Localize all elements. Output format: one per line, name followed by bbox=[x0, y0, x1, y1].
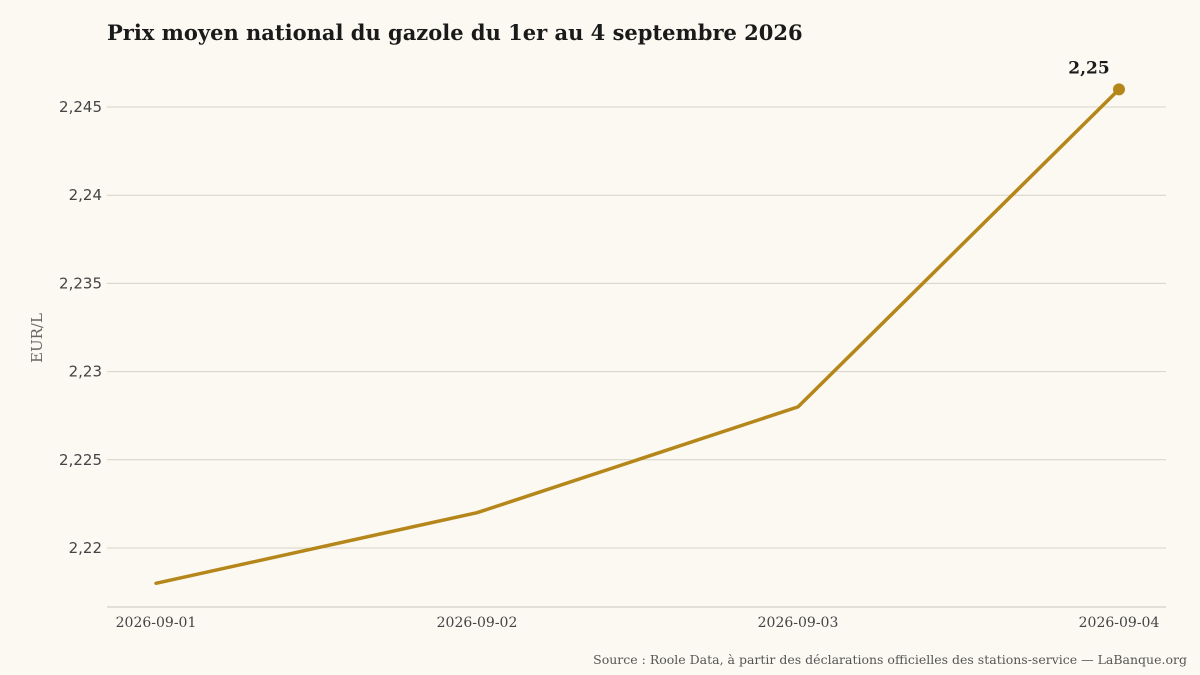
x-tick-label: 2026-09-02 bbox=[437, 615, 518, 631]
x-tick-label: 2026-09-04 bbox=[1079, 615, 1160, 631]
y-tick-label: 2,245 bbox=[59, 98, 102, 116]
source-note: Source : Roole Data, à partir des déclar… bbox=[593, 652, 1187, 667]
y-axis-label: EUR/L bbox=[28, 313, 46, 363]
x-tick-label: 2026-09-01 bbox=[116, 615, 197, 631]
gridlines bbox=[107, 106, 1166, 549]
y-tick-label: 2,24 bbox=[69, 186, 102, 204]
y-tick-label: 2,225 bbox=[59, 451, 102, 469]
y-tick-labels: 2,22 2,225 2,23 2,235 2,24 2,245 bbox=[59, 98, 102, 557]
series-line bbox=[154, 87, 1121, 586]
y-tick-label: 2,235 bbox=[59, 274, 102, 292]
series bbox=[154, 83, 1125, 586]
end-value-label: 2,25 bbox=[1068, 58, 1109, 78]
x-tick-labels: 2026-09-01 2026-09-02 2026-09-03 2026-09-04 bbox=[116, 615, 1160, 631]
chart-title: Prix moyen national du gazole du 1er au … bbox=[107, 20, 803, 45]
x-tick-label: 2026-09-03 bbox=[758, 615, 839, 631]
y-tick-label: 2,23 bbox=[69, 363, 102, 381]
end-point-marker bbox=[1113, 83, 1125, 96]
y-tick-label: 2,22 bbox=[69, 539, 102, 557]
